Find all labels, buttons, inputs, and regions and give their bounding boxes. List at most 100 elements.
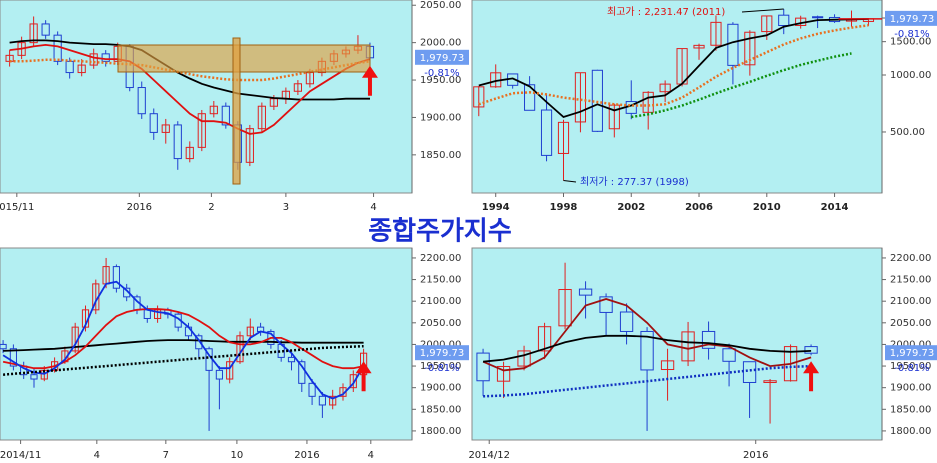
x-tick-label: 1994 xyxy=(482,202,510,213)
price-box xyxy=(885,10,937,26)
range-box xyxy=(117,44,371,73)
price-box xyxy=(415,345,469,361)
candle-body xyxy=(226,361,234,380)
candle-body xyxy=(812,16,824,19)
candle-body xyxy=(642,91,654,113)
candle-body xyxy=(710,21,722,46)
y-tick-label: 2150.00 xyxy=(890,275,931,286)
y-tick-label: 2100.00 xyxy=(420,296,461,307)
ma-line xyxy=(9,43,371,135)
y-tick-label: 2150.00 xyxy=(420,275,461,286)
candle-body xyxy=(574,72,587,123)
candle-body xyxy=(524,84,536,111)
y-tick-label: 1900.00 xyxy=(420,112,461,123)
candle-body xyxy=(608,104,620,130)
x-tick-label: 4 xyxy=(370,202,376,213)
ma-line xyxy=(2,280,365,400)
candle-body xyxy=(298,361,306,384)
price-label: 1,979.73 xyxy=(420,53,465,64)
candle-body xyxy=(778,14,790,26)
y-tick-label: 2200.00 xyxy=(420,253,461,264)
candle-body xyxy=(112,266,120,289)
price-label: 1,979.73 xyxy=(420,348,465,359)
plot xyxy=(0,257,368,431)
candle-body xyxy=(660,360,675,371)
candle-body xyxy=(287,356,296,363)
ma-line xyxy=(9,58,371,82)
candle-body xyxy=(221,105,230,126)
candle-body xyxy=(557,121,570,154)
annotation-arrow xyxy=(563,180,577,183)
candle-body xyxy=(619,311,634,332)
price-label: 1,979.73 xyxy=(890,14,935,25)
candle-body xyxy=(30,374,38,380)
change-label: -0.81% xyxy=(894,363,929,374)
y-tick-label: 2050.00 xyxy=(420,318,461,329)
x-tick-label: 2016 xyxy=(127,202,152,213)
y-tick-label: 1900.00 xyxy=(890,383,931,394)
y-tick-label: 2050.00 xyxy=(420,0,461,11)
y-tick-label: 1800.00 xyxy=(890,426,931,437)
candle-body xyxy=(476,352,490,382)
candle-body xyxy=(209,105,218,115)
arrow xyxy=(355,361,372,392)
candle-body xyxy=(257,105,266,130)
y-tick-label: 1950.00 xyxy=(420,361,461,372)
y-tick-label: 2000.00 xyxy=(420,339,461,350)
y-tick-label: 2000.00 xyxy=(420,38,461,49)
range-bar xyxy=(232,37,241,185)
x-tick-label: 2014/12 xyxy=(468,450,510,461)
candle-body xyxy=(681,331,695,362)
candle-body xyxy=(308,382,316,397)
x-tick-label: 10 xyxy=(231,450,244,461)
x-tick-label: 3 xyxy=(283,202,289,213)
x-tick-label: 7 xyxy=(163,450,169,461)
candle-body xyxy=(349,374,357,389)
plot-area xyxy=(471,247,883,441)
x-tick-label: 2002 xyxy=(617,202,645,213)
candle-body xyxy=(246,326,254,337)
candle-body xyxy=(540,109,553,156)
ma-line xyxy=(483,334,812,363)
candle-body xyxy=(329,395,337,406)
candle-body xyxy=(195,335,203,350)
candle-body xyxy=(473,86,485,108)
y-tick-label: 1500.00 xyxy=(890,37,931,48)
ma-line xyxy=(478,18,869,119)
plot xyxy=(476,262,818,431)
candle-body xyxy=(804,346,818,354)
x-tick-label: 2006 xyxy=(685,202,713,213)
change-label: -0.81% xyxy=(424,363,459,374)
y-tick-label: 1850.00 xyxy=(420,404,461,415)
candle-body xyxy=(293,83,302,92)
candle-body xyxy=(761,15,773,33)
annotation-arrow xyxy=(741,8,784,13)
candle-body xyxy=(517,350,531,367)
candle-body xyxy=(185,146,194,160)
candle-body xyxy=(496,365,511,382)
ma-line xyxy=(3,339,364,352)
candle-body xyxy=(727,23,739,66)
candle-body xyxy=(197,113,206,148)
candle-body xyxy=(173,124,182,160)
candle-body xyxy=(29,23,38,44)
y-tick-label: 1850.00 xyxy=(890,404,931,415)
candle-body xyxy=(149,113,158,133)
y-tick-label: 2100.00 xyxy=(890,296,931,307)
x-tick-label: 4 xyxy=(368,450,374,461)
ma-line xyxy=(483,364,812,398)
candle-body xyxy=(215,369,223,380)
candle-body xyxy=(161,124,170,133)
y-tick-label: 1950.00 xyxy=(420,75,461,86)
candle-body xyxy=(0,343,7,350)
candle-body xyxy=(744,31,756,66)
candle-body xyxy=(659,83,671,93)
x-tick-label: 2010 xyxy=(753,202,781,213)
candle-body xyxy=(101,53,110,62)
x-tick-label: 1998 xyxy=(550,202,578,213)
price-box xyxy=(415,49,469,65)
y-tick-label: 2050.00 xyxy=(890,318,931,329)
x-tick-label: 4 xyxy=(94,450,100,461)
x-tick-label: 2014 xyxy=(821,202,849,213)
